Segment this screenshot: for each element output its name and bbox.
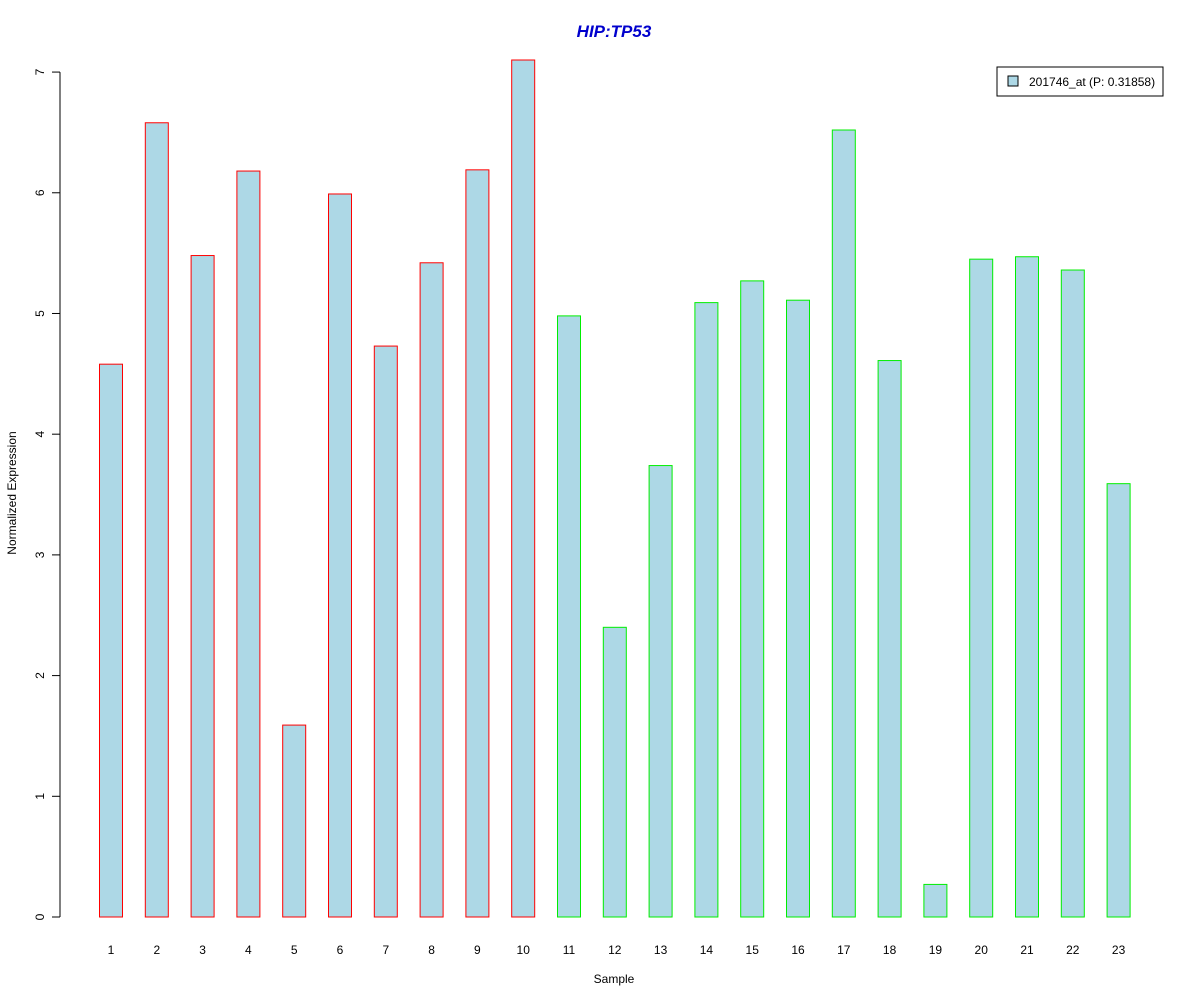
y-axis-label: Normalized Expression <box>5 431 19 554</box>
x-tick-label: 13 <box>654 943 668 957</box>
bar-sample-18 <box>877 360 902 918</box>
x-tick-label: 22 <box>1066 943 1080 957</box>
legend-box <box>996 66 1164 97</box>
y-tick-label: 7 <box>33 68 47 75</box>
bar-sample-15 <box>740 280 765 918</box>
x-tick-labels: 1 2 3 4 5 6 7 8 9 10 11 12 13 14 15 16 17 18 19 20 21 22 23 <box>108 943 1126 957</box>
bar-sample-21 <box>1015 256 1039 918</box>
bar-sample-11 <box>557 315 581 918</box>
y-axis: 0 1 2 3 4 5 6 7 <box>33 68 61 920</box>
x-tick-label: 2 <box>153 943 160 957</box>
x-tick-label: 15 <box>746 943 760 957</box>
bar-sample-23 <box>1106 483 1131 918</box>
bar-sample-10 <box>511 59 536 918</box>
x-tick-label: 18 <box>883 943 897 957</box>
x-tick-label: 6 <box>337 943 344 957</box>
bar-sample-16 <box>786 299 810 918</box>
x-axis-label: Sample <box>594 972 635 986</box>
bar-sample-22 <box>1060 269 1085 918</box>
y-tick-label: 3 <box>33 551 47 558</box>
bar-sample-9 <box>465 169 490 918</box>
bar-sample-20 <box>969 258 994 918</box>
bar-sample-17 <box>831 129 856 918</box>
x-tick-label: 19 <box>929 943 943 957</box>
x-tick-label: 12 <box>608 943 622 957</box>
bar-sample-5 <box>282 724 307 918</box>
x-tick-label: 3 <box>199 943 206 957</box>
y-tick-label: 1 <box>33 793 47 800</box>
x-tick-label: 16 <box>791 943 805 957</box>
bar-sample-8 <box>419 262 444 918</box>
y-tick-label: 5 <box>33 310 47 317</box>
x-tick-label: 23 <box>1112 943 1126 957</box>
bar-sample-12 <box>602 626 627 918</box>
x-tick-label: 11 <box>563 943 576 957</box>
x-tick-label: 20 <box>975 943 989 957</box>
x-tick-label: 8 <box>428 943 435 957</box>
x-tick-label: 5 <box>291 943 298 957</box>
x-tick-label: 10 <box>517 943 531 957</box>
bar-sample-19 <box>923 883 948 918</box>
legend-label: 201746_at (P: 0.31858) <box>1029 75 1155 89</box>
x-tick-label: 9 <box>474 943 481 957</box>
bar-sample-4 <box>236 170 261 918</box>
y-tick-label: 0 <box>33 913 47 920</box>
x-tick-label: 14 <box>700 943 714 957</box>
chart-title: HIP:TP53 <box>577 22 652 41</box>
bar-sample-2 <box>144 122 169 918</box>
x-tick-label: 1 <box>108 943 115 957</box>
y-tick-label: 4 <box>33 431 47 438</box>
bar-sample-13 <box>648 465 673 918</box>
legend-swatch <box>1007 75 1019 87</box>
bar-sample-6 <box>328 193 352 918</box>
bar-sample-1 <box>99 363 123 918</box>
x-tick-label: 4 <box>245 943 252 957</box>
y-tick-label: 6 <box>33 189 47 196</box>
x-tick-label: 21 <box>1020 943 1034 957</box>
y-tick-label: 2 <box>33 672 47 679</box>
bars <box>99 59 1131 918</box>
bar-sample-7 <box>373 345 398 918</box>
x-tick-label: 7 <box>382 943 389 957</box>
x-tick-label: 17 <box>837 943 851 957</box>
bar-sample-14 <box>694 302 719 918</box>
legend: 201746_at (P: 0.31858) <box>996 66 1164 97</box>
bar-sample-3 <box>190 255 215 918</box>
